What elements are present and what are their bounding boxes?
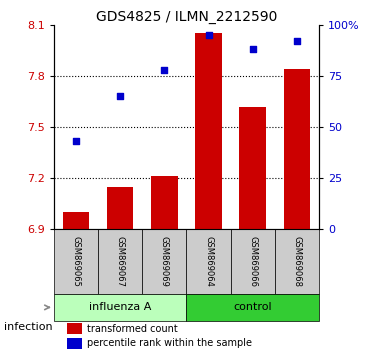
- Point: [161, 67, 167, 73]
- Point: [294, 38, 300, 44]
- Text: GSM869064: GSM869064: [204, 236, 213, 287]
- Title: GDS4825 / ILMN_2212590: GDS4825 / ILMN_2212590: [96, 10, 277, 24]
- Text: GSM869065: GSM869065: [71, 236, 81, 287]
- Bar: [151, 177, 178, 229]
- Bar: [63, 212, 89, 229]
- Bar: [67, 323, 82, 334]
- Point: [73, 138, 79, 144]
- Point: [117, 93, 123, 99]
- Text: control: control: [233, 302, 272, 312]
- Bar: [186, 294, 319, 321]
- Text: GSM869066: GSM869066: [248, 236, 257, 287]
- Bar: [54, 229, 98, 294]
- Point: [250, 46, 256, 52]
- Text: GSM869069: GSM869069: [160, 236, 169, 287]
- Bar: [54, 294, 186, 321]
- Bar: [195, 33, 222, 229]
- Bar: [186, 229, 231, 294]
- Bar: [142, 229, 186, 294]
- Bar: [239, 107, 266, 229]
- Text: GSM869068: GSM869068: [292, 236, 302, 287]
- Bar: [98, 229, 142, 294]
- Bar: [107, 187, 134, 229]
- Text: influenza A: influenza A: [89, 302, 151, 312]
- Text: percentile rank within the sample: percentile rank within the sample: [87, 338, 252, 348]
- Bar: [67, 338, 82, 349]
- Text: infection: infection: [4, 322, 52, 332]
- Bar: [284, 69, 310, 229]
- Point: [206, 32, 211, 38]
- Text: GSM869067: GSM869067: [116, 236, 125, 287]
- Text: transformed count: transformed count: [87, 324, 178, 333]
- Bar: [275, 229, 319, 294]
- Bar: [231, 229, 275, 294]
